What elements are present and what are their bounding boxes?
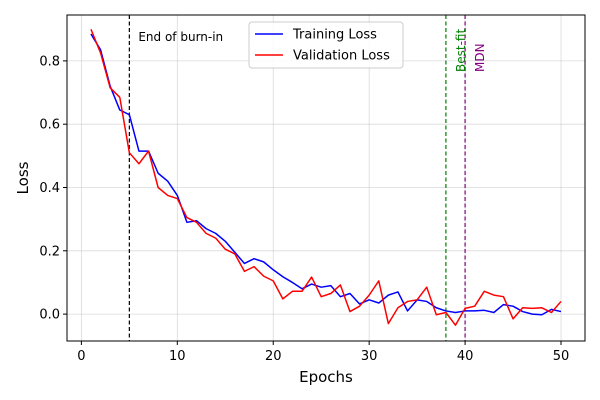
series-line-1 [90, 28, 562, 326]
axis-ticks: 0 10 20 30 40 50 0.0 0.2 0.4 0.6 0.8 [39, 54, 569, 364]
y-tick-label: 0.4 [39, 181, 60, 196]
plot-frame [66, 14, 586, 342]
series-lines [90, 28, 562, 326]
y-tick-label: 0.0 [39, 308, 60, 323]
x-tick-label: 0 [77, 349, 85, 364]
mdn-label: MDN [473, 43, 487, 72]
annotations: End of burn-in Best-fit MDN [138, 29, 487, 72]
burn-in-label: End of burn-in [138, 30, 223, 44]
y-axis-title: Loss [14, 161, 32, 194]
legend: Training Loss Validation Loss [248, 21, 404, 69]
y-tick-label: 0.6 [39, 118, 60, 133]
x-tick-label: 50 [553, 349, 570, 364]
x-tick-label: 20 [265, 349, 282, 364]
x-axis-title: Epochs [299, 368, 353, 386]
legend-box [248, 21, 404, 69]
series-line-0 [90, 33, 562, 316]
legend-label-0: Training Loss [292, 28, 377, 43]
y-tick-label: 0.8 [39, 54, 60, 69]
legend-label-1: Validation Loss [293, 49, 390, 64]
x-tick-label: 30 [361, 349, 378, 364]
x-tick-label: 40 [457, 349, 474, 364]
y-tick-label: 0.2 [39, 244, 60, 259]
x-tick-label: 10 [169, 349, 186, 364]
best-fit-label: Best-fit [454, 29, 468, 72]
vertical-markers [128, 15, 466, 341]
